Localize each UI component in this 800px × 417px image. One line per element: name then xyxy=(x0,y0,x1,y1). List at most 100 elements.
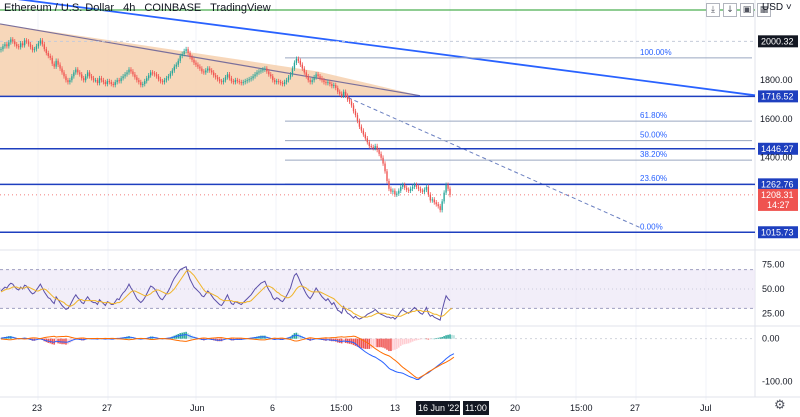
candle-body xyxy=(167,76,170,79)
candle-body xyxy=(79,72,81,75)
candle-body xyxy=(443,192,445,202)
signal-line xyxy=(0,335,455,379)
candle-body xyxy=(100,78,103,81)
candle-body xyxy=(413,184,416,187)
candle-body xyxy=(244,81,246,83)
symbol-name[interactable]: Ethereum / U.S. Dollar xyxy=(4,2,115,14)
candle-body xyxy=(61,68,63,73)
macd-histogram-bar xyxy=(51,338,53,345)
candle-body xyxy=(281,83,284,85)
macd-histogram-bar xyxy=(374,338,376,348)
macd-histogram-bar xyxy=(445,335,447,339)
settings-icon[interactable]: ▦ xyxy=(757,3,771,17)
candle-body xyxy=(173,66,175,71)
candle-body xyxy=(193,59,195,63)
candle-body xyxy=(407,189,410,191)
fib-level-label: 0.00% xyxy=(640,222,663,231)
candle-body xyxy=(128,69,130,73)
macd-histogram-bar xyxy=(413,338,416,341)
candle-body xyxy=(346,95,349,100)
candle-body xyxy=(299,60,302,65)
download-icon[interactable]: ⤓ xyxy=(706,3,720,17)
candle-body xyxy=(212,72,215,76)
interval-label[interactable]: 4h xyxy=(123,2,136,14)
time-tick-label: 15:00 xyxy=(330,403,353,413)
currency-label: USD xyxy=(762,2,784,13)
chart-header: Ethereum / U.S. Dollar 4h COINBASE Tradi… xyxy=(4,2,277,14)
rsi-tick-label: 75.00 xyxy=(762,260,785,270)
candle-body xyxy=(132,71,134,75)
candle-body xyxy=(285,80,288,83)
candle-body xyxy=(161,81,164,83)
candle-body xyxy=(279,82,282,84)
candle-body xyxy=(238,81,240,83)
candle-body xyxy=(429,194,432,201)
candle-body xyxy=(323,80,325,83)
macd-histogram-bar xyxy=(362,338,365,349)
candle-body xyxy=(47,53,49,56)
candle-body xyxy=(43,44,46,50)
macd-histogram-bar xyxy=(59,338,61,344)
candle-body xyxy=(372,147,374,149)
candle-body xyxy=(256,72,258,75)
candle-body xyxy=(384,163,386,172)
candle-body xyxy=(118,80,120,82)
candle-body xyxy=(214,75,217,78)
macd-histogram-bar xyxy=(419,338,422,340)
time-tick-label: 6 xyxy=(270,403,275,413)
candle-body xyxy=(362,130,365,135)
macd-histogram-bar xyxy=(366,338,369,349)
candle-body xyxy=(289,74,292,78)
candle-body xyxy=(33,49,36,51)
candle-body xyxy=(209,68,211,71)
candle-body xyxy=(234,80,237,83)
candle-body xyxy=(350,101,353,106)
macd-histogram-bar xyxy=(447,334,449,339)
candle-body xyxy=(189,53,191,57)
candle-body xyxy=(153,73,156,75)
macd-histogram-bar xyxy=(382,338,384,348)
candle-body xyxy=(392,190,394,192)
candle-body xyxy=(218,79,221,82)
candle-body xyxy=(303,68,305,73)
time-tick-label: Jul xyxy=(700,403,712,413)
arrow-down-icon[interactable]: ↓ xyxy=(723,3,737,17)
candle-body xyxy=(199,66,201,69)
candle-body xyxy=(140,82,142,86)
currency-selector[interactable]: USD ˅ xyxy=(762,2,792,13)
candle-body xyxy=(83,78,85,81)
candle-body xyxy=(144,81,146,85)
candle-body xyxy=(126,72,128,75)
gear-icon[interactable]: ⚙ xyxy=(774,398,786,413)
candle-body xyxy=(437,204,439,207)
candle-body xyxy=(35,46,38,50)
time-tick-label: 27 xyxy=(102,403,112,413)
candle-body xyxy=(183,51,185,54)
candle-body xyxy=(2,46,4,50)
price-badge-label: 1015.73 xyxy=(761,227,794,237)
lock-icon[interactable]: ▣ xyxy=(740,3,754,17)
candle-body xyxy=(260,70,262,72)
crosshair-date-label: 16 Jun '22 xyxy=(418,403,459,413)
candle-body xyxy=(390,188,392,192)
candle-body xyxy=(352,105,355,112)
candle-body xyxy=(342,91,345,96)
candle-body xyxy=(29,44,32,48)
macd-histogram-bar xyxy=(409,338,412,343)
candle-body xyxy=(230,78,233,82)
wedge-upper-trendline xyxy=(0,23,421,97)
candle-body xyxy=(305,72,307,77)
macd-histogram-bar xyxy=(360,338,363,349)
exchange-label: COINBASE xyxy=(144,2,202,14)
macd-histogram-bar xyxy=(437,337,439,339)
candle-body xyxy=(419,188,422,191)
time-tick-label: 20 xyxy=(510,403,520,413)
candle-body xyxy=(75,69,77,73)
candle-body xyxy=(94,80,97,82)
candle-body xyxy=(268,71,270,75)
candle-body xyxy=(433,199,435,203)
candle-body xyxy=(181,53,183,56)
candle-body xyxy=(250,78,252,80)
